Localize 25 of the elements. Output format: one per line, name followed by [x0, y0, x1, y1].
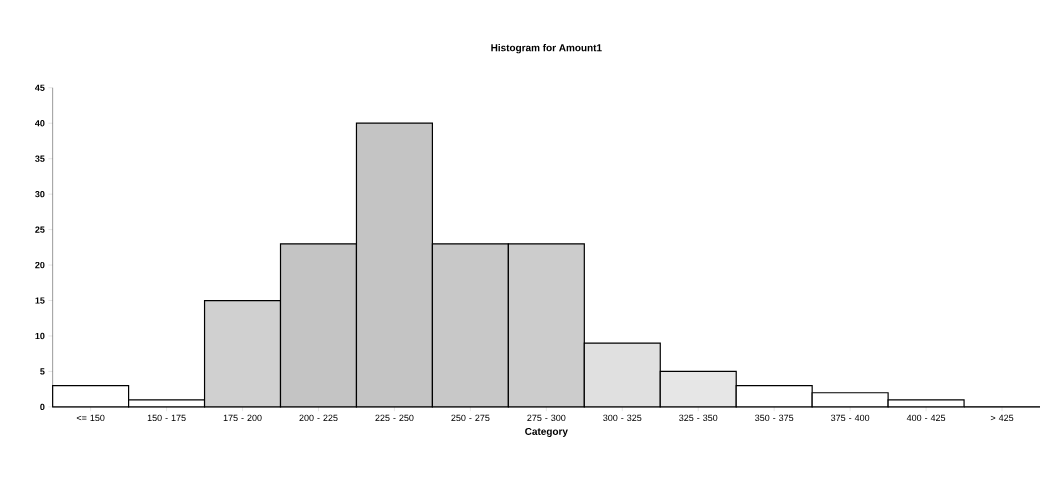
y-tick-label: 10	[35, 332, 45, 340]
x-tick-label: 375 - 400	[831, 414, 870, 422]
x-axis-title: Category	[525, 428, 568, 438]
x-tick-label: > 425	[990, 414, 1014, 422]
x-tick-label: 325 - 350	[679, 414, 718, 422]
y-tick-label: 5	[40, 368, 45, 375]
y-tick-label: 15	[35, 297, 45, 304]
y-tick-label: 30	[35, 191, 45, 198]
y-tick-label: 45	[35, 84, 45, 92]
x-tick-label: 300 - 325	[603, 414, 642, 422]
x-tick-label: 150 - 175	[147, 414, 186, 422]
x-tick-label: 275 - 300	[527, 414, 566, 422]
x-tick-label: 250 - 275	[451, 414, 490, 422]
x-tick-label: <= 150	[76, 414, 105, 422]
x-tick-label: 350 - 375	[755, 414, 794, 422]
y-tick-label: 35	[35, 155, 45, 163]
y-tick-label: 20	[35, 262, 45, 269]
y-tick-label: 25	[35, 226, 45, 233]
y-tick-label: 0	[40, 403, 45, 411]
x-tick-label: 175 - 200	[223, 414, 262, 422]
x-tick-label: 225 - 250	[375, 414, 414, 422]
x-tick-label: 200 - 225	[299, 414, 338, 422]
y-tick-label: 40	[35, 120, 45, 127]
chart-title: Histogram for Amount1	[491, 44, 602, 54]
x-tick-label: 400 - 425	[906, 414, 946, 422]
